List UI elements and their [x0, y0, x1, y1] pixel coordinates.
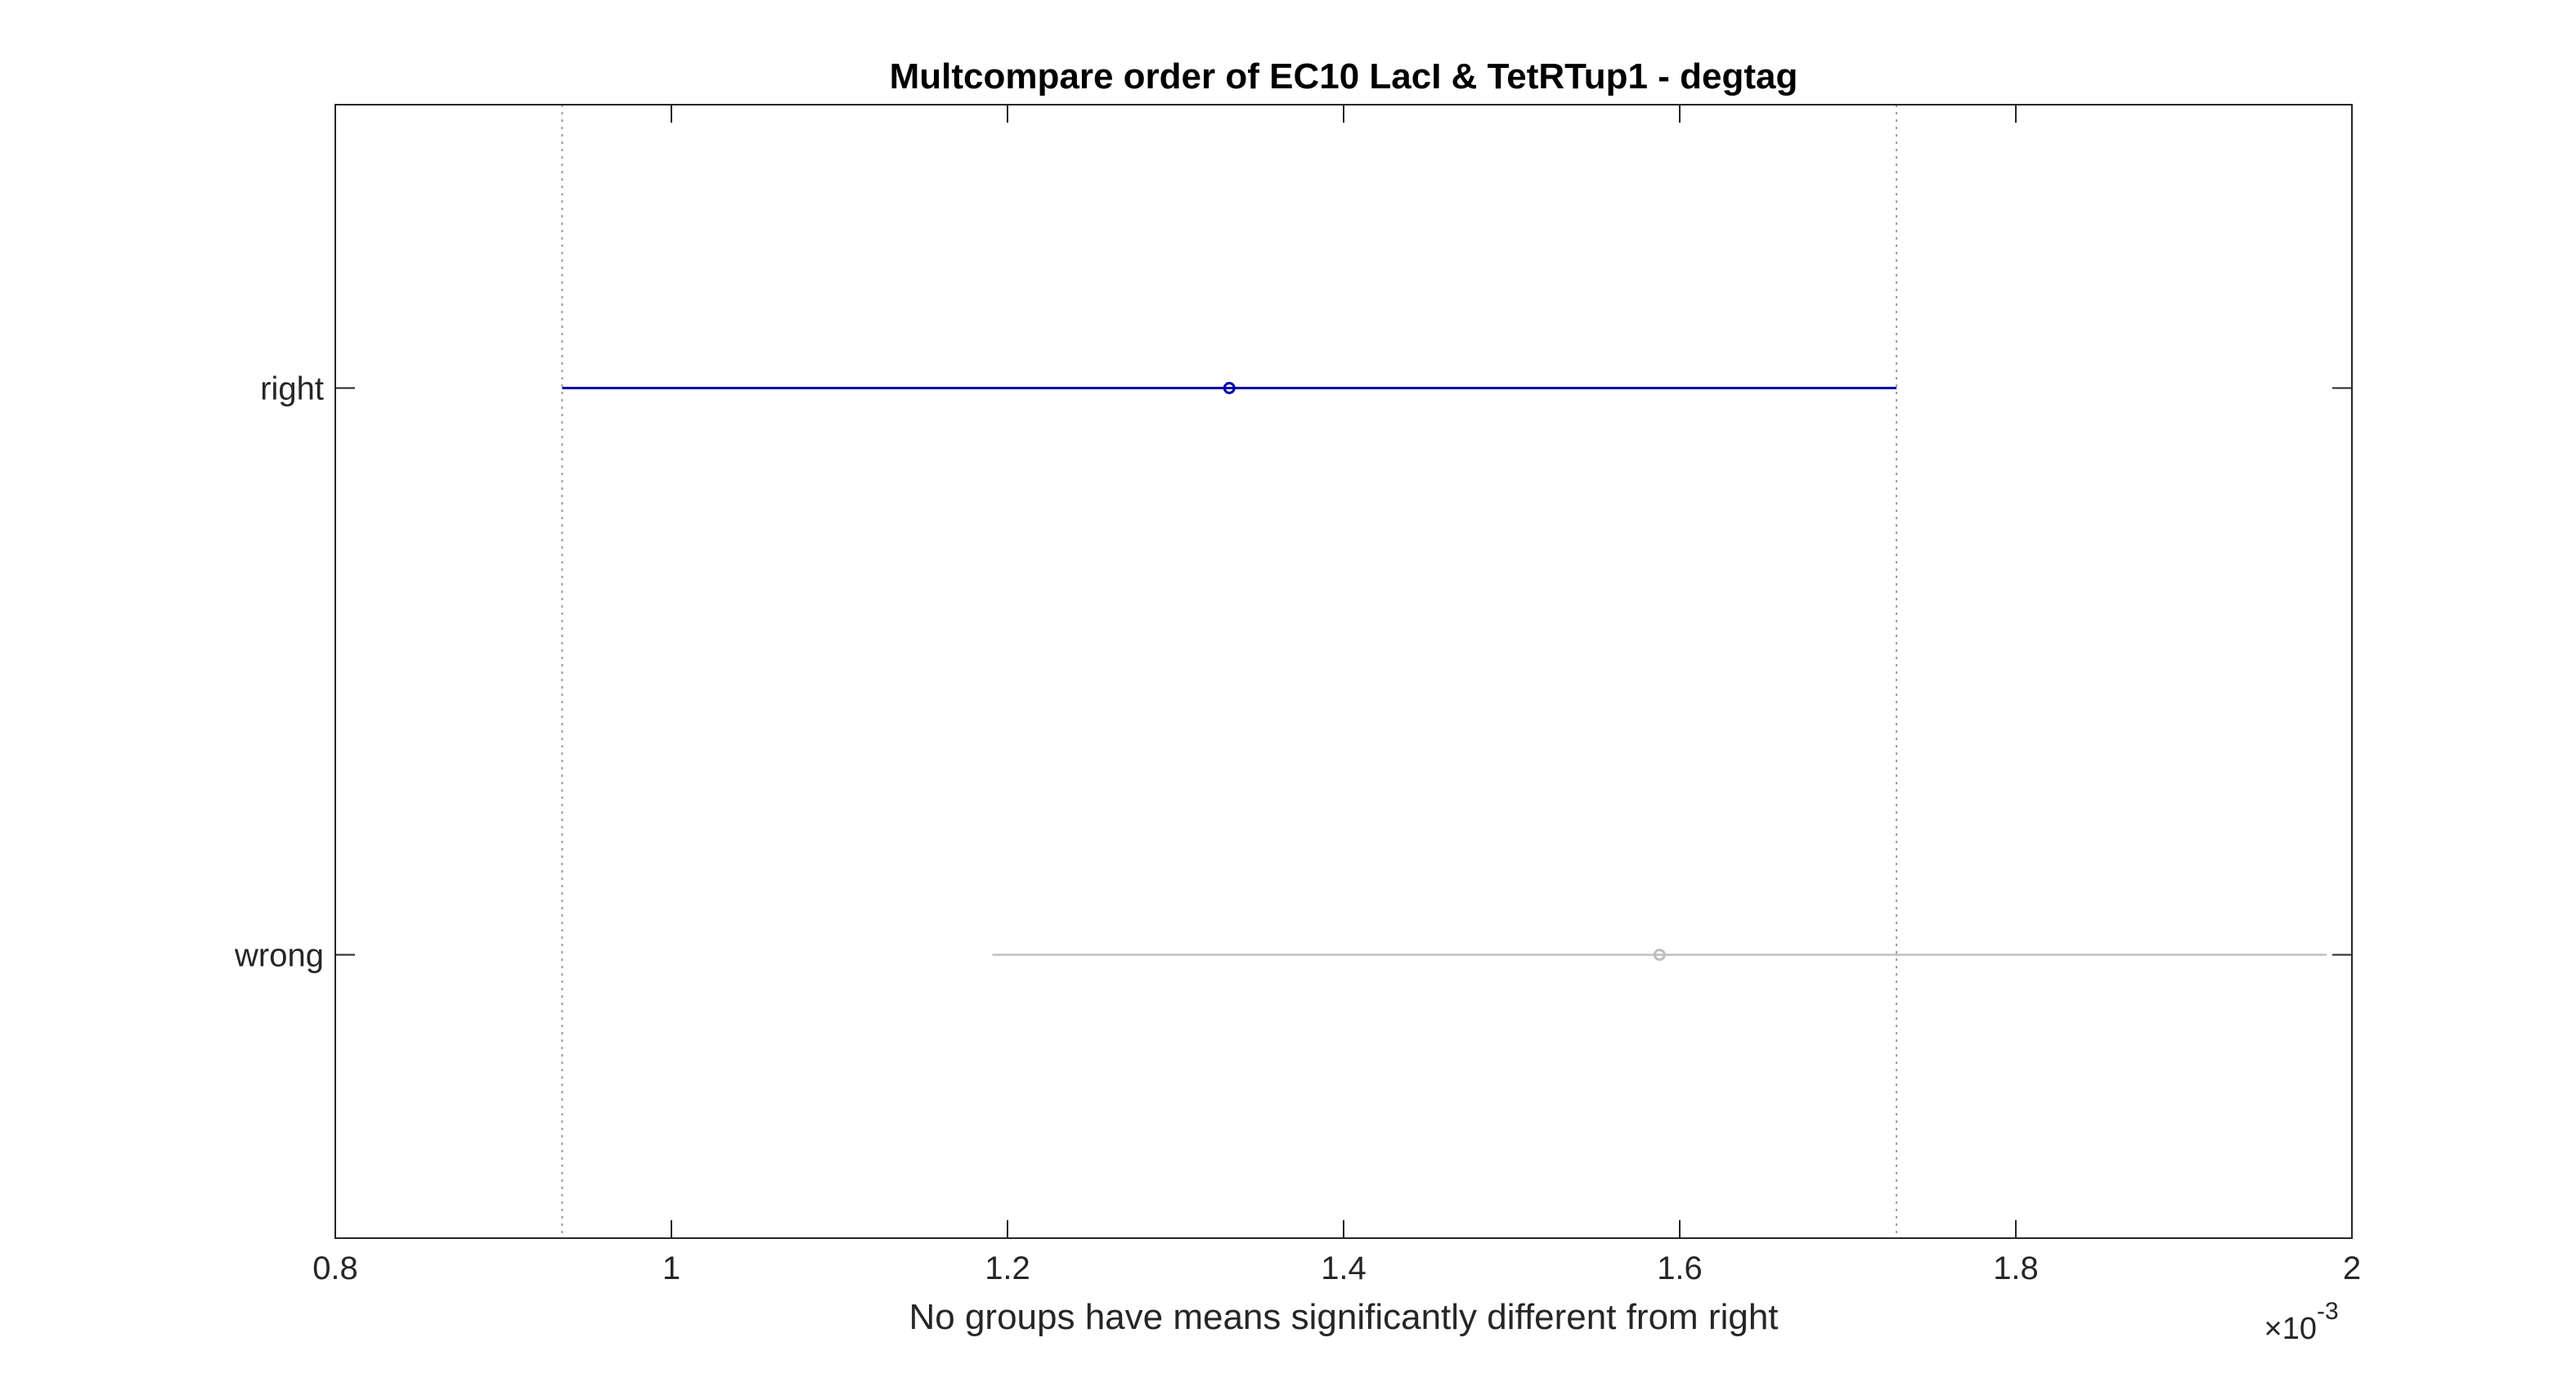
y-tick-label-right: right [260, 371, 324, 407]
x-tick-label: 1.2 [985, 1250, 1030, 1286]
x-tick-label: 0.8 [312, 1250, 358, 1286]
x-tick-label: 2 [2343, 1250, 2361, 1286]
mean-marker-wrong [1653, 949, 1666, 961]
mean-marker-right [1223, 382, 1236, 394]
x-axis-ticks: 0.8 1 1.2 1.4 1.6 1.8 2 [312, 105, 2361, 1286]
x-tick-label: 1.6 [1657, 1250, 1703, 1286]
x-tick-label: 1.4 [1321, 1250, 1367, 1286]
y-axis-ticks: right wrong [234, 371, 2352, 974]
x-axis-exponent-power: -3 [2317, 1298, 2339, 1325]
interval-wrong[interactable] [992, 949, 2327, 961]
y-tick-label-wrong: wrong [234, 938, 324, 974]
plot-background [335, 105, 2352, 1238]
reference-lines [561, 105, 1898, 1238]
plot-frame [334, 104, 2353, 1239]
x-axis-exponent-base: ×10 [2264, 1312, 2317, 1346]
comparison-intervals [562, 382, 2327, 961]
x-tick-label: 1 [662, 1250, 680, 1286]
x-axis-label: No groups have means significantly diffe… [909, 1297, 1778, 1337]
x-axis-exponent: ×10 -3 [2264, 1298, 2339, 1346]
chart-title: Multcompare order of EC10 LacI & TetRTup… [890, 56, 1798, 97]
x-tick-label: 1.8 [1993, 1250, 2039, 1286]
interval-right[interactable] [562, 382, 1897, 394]
